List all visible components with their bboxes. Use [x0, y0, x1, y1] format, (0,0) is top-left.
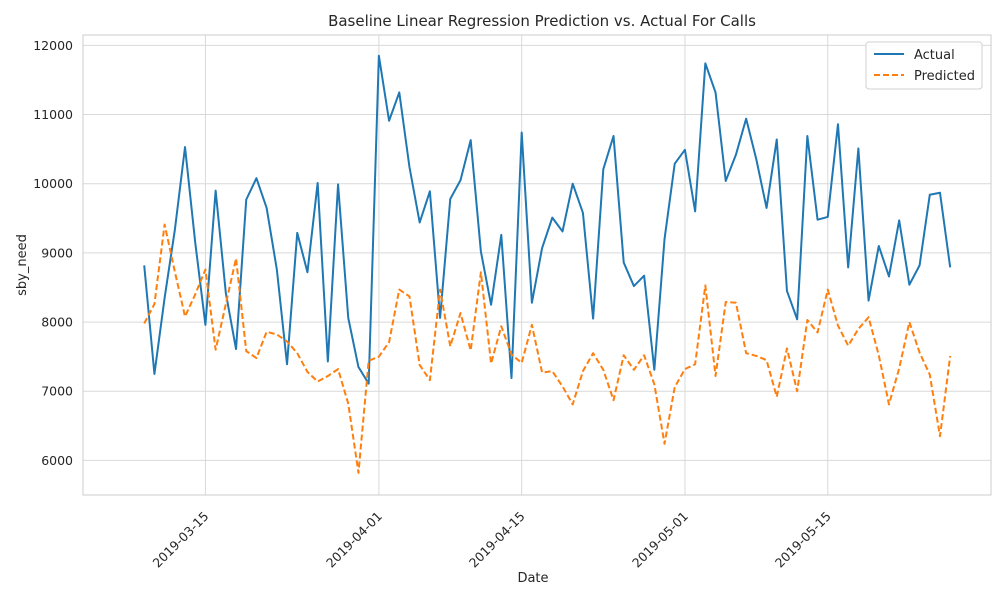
series-line-predicted [143, 223, 952, 474]
y-axis-label: sby_need [15, 234, 30, 296]
y-tick-label: 10000 [33, 176, 73, 191]
grid-lines [83, 35, 991, 495]
legend-label-predicted: Predicted [914, 69, 975, 84]
legend: Actual Predicted [865, 41, 983, 90]
plot-area [83, 35, 991, 495]
y-tick-label: 9000 [41, 245, 73, 260]
x-axis-label: Date [517, 571, 548, 586]
legend-label-actual: Actual [914, 48, 955, 63]
y-tick-label: 12000 [33, 38, 73, 53]
series-layer [143, 54, 952, 474]
y-tick-label: 8000 [41, 315, 73, 330]
y-axis-ticks: 6000 7000 8000 9000 10000 11000 12000 [33, 38, 73, 468]
series-line-actual [143, 54, 952, 385]
chart-title: Baseline Linear Regression Prediction vs… [328, 12, 756, 30]
plot-frame [82, 34, 992, 496]
y-tick-label: 7000 [41, 384, 73, 399]
y-tick-label: 11000 [33, 107, 73, 122]
y-tick-label: 6000 [41, 453, 73, 468]
